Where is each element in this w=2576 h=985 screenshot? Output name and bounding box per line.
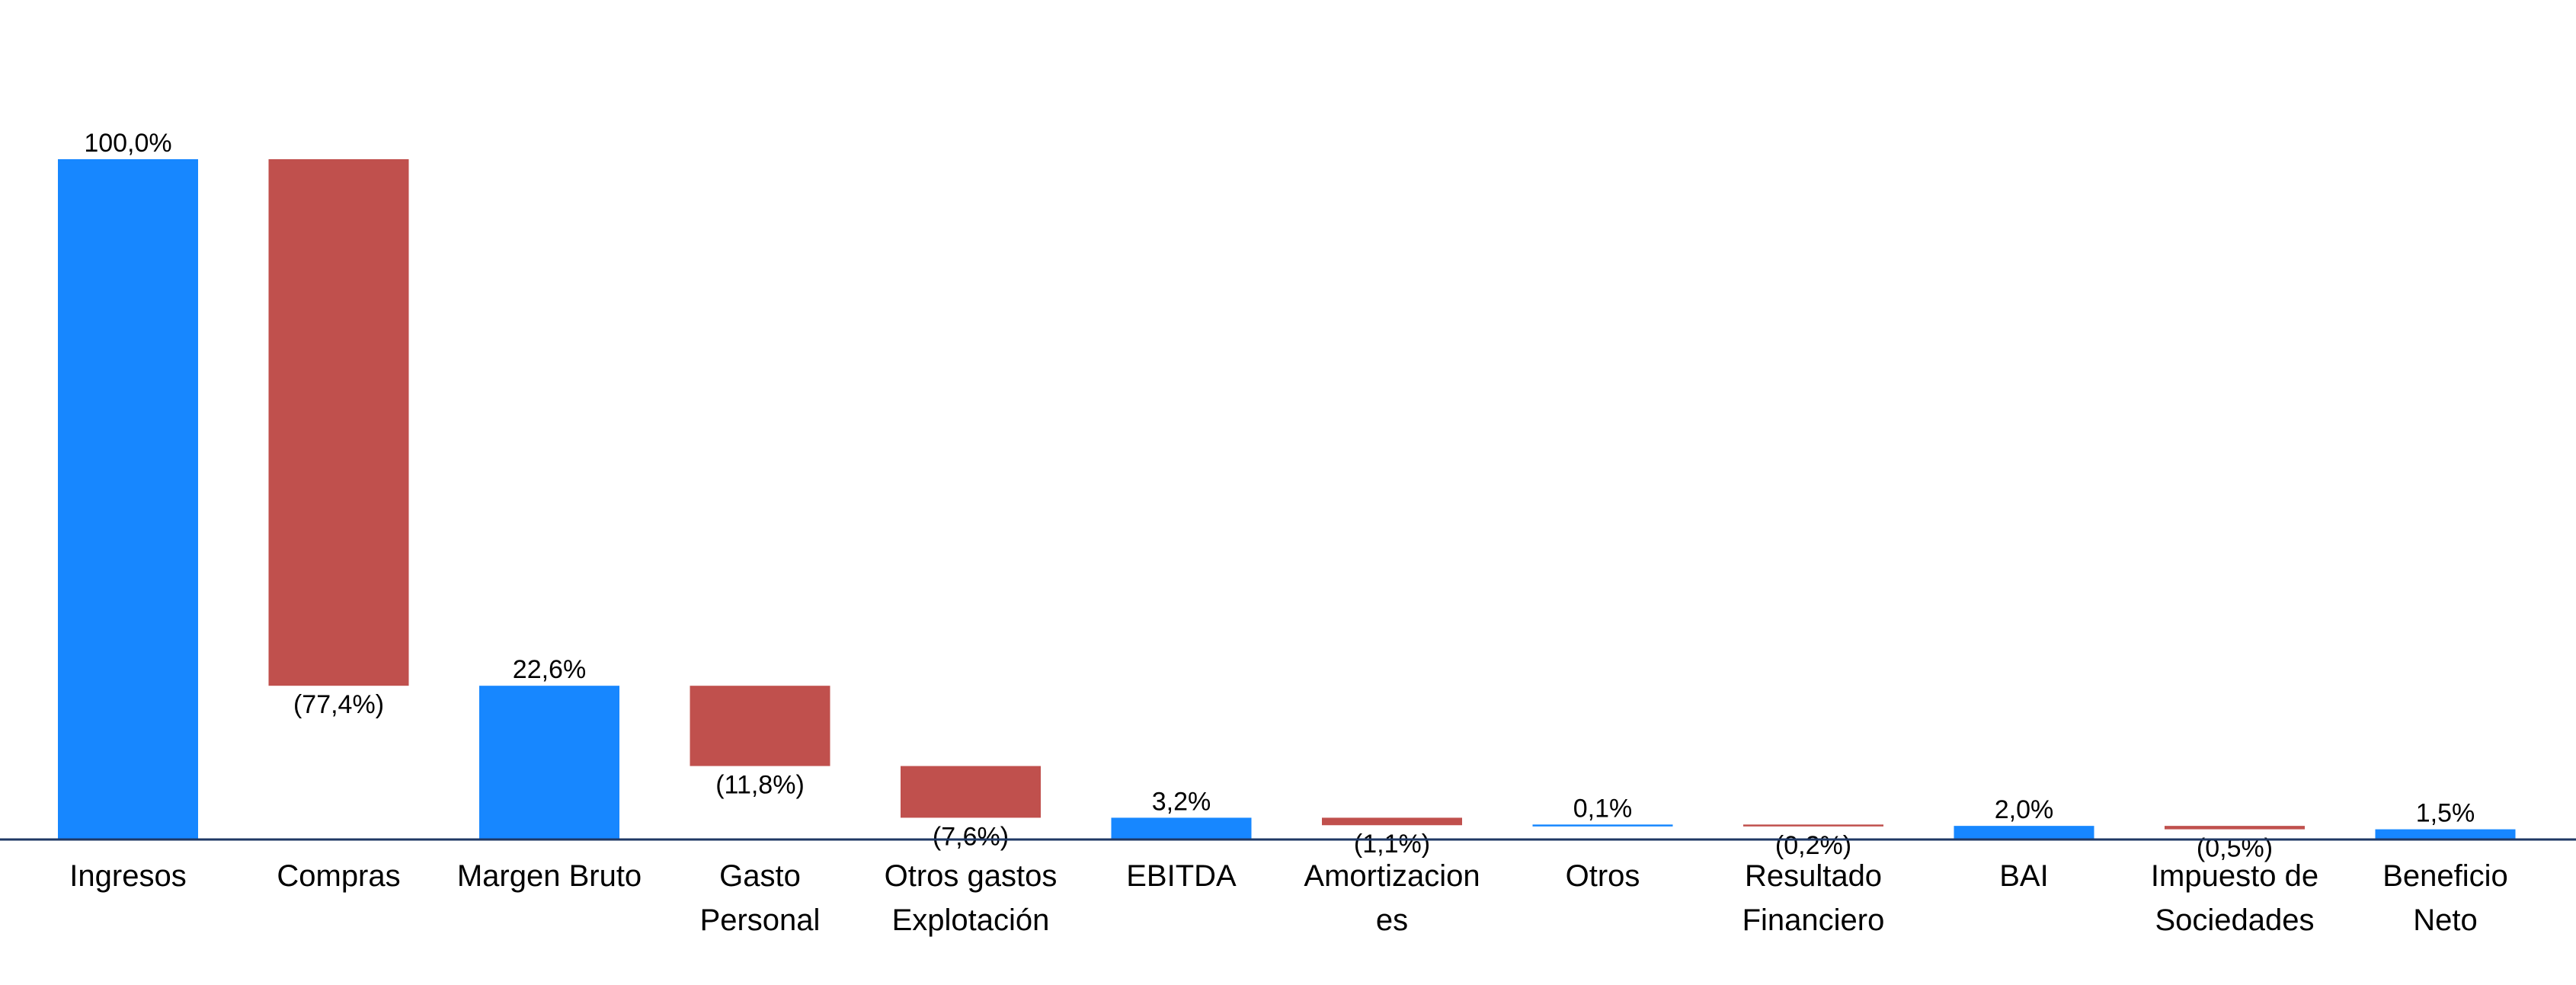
category-label-line: Neto — [2413, 903, 2478, 937]
value-label-9: (0,2%) — [1775, 831, 1851, 860]
value-label-7: (1,1%) — [1354, 830, 1430, 859]
category-labels-layer: Ingresos Compras Margen Bruto Gasto Personal… — [69, 859, 2507, 937]
bar-3 — [479, 686, 619, 839]
category-label-line: Gasto — [719, 859, 801, 893]
category-label-4: Gasto Personal — [700, 859, 821, 937]
category-label-line: Financiero — [1742, 903, 1885, 937]
category-label-12: Beneficio Neto — [2382, 859, 2508, 937]
category-label-9: Resultado Financiero — [1742, 859, 1885, 937]
category-label-line: Beneficio — [2382, 859, 2508, 893]
bar-12 — [2375, 829, 2516, 839]
value-label-12: 1,5% — [2416, 799, 2475, 828]
value-label-3: 22,6% — [513, 655, 586, 684]
category-label-6: EBITDA — [1126, 859, 1237, 893]
bar-9 — [1743, 824, 1883, 827]
category-label-line: BAI — [1999, 859, 2048, 893]
bar-5 — [901, 766, 1041, 818]
category-label-3: Margen Bruto — [457, 859, 642, 893]
category-label-line: Compras — [277, 859, 400, 893]
category-label-line: Otros — [1566, 859, 1640, 893]
bar-7 — [1322, 817, 1462, 826]
category-label-line: Ingresos — [69, 859, 186, 893]
category-label-11: Impuesto de Sociedades — [2151, 859, 2318, 937]
category-label-line: Resultado — [1745, 859, 1882, 893]
bars-layer — [58, 159, 2516, 839]
category-label-line: Explotación — [892, 903, 1050, 937]
bar-1 — [58, 159, 198, 839]
bar-2 — [268, 159, 409, 686]
value-label-2: (77,4%) — [293, 690, 384, 719]
bar-8 — [1532, 824, 1673, 827]
category-label-5: Otros gastos Explotación — [885, 859, 1058, 937]
value-label-8: 0,1% — [1573, 794, 1633, 823]
value-label-10: 2,0% — [1995, 795, 2054, 824]
category-label-line: Impuesto de — [2151, 859, 2318, 893]
category-label-7: Amortizacion es — [1304, 859, 1480, 937]
category-label-line: Sociedades — [2155, 903, 2314, 937]
bar-4 — [690, 686, 830, 766]
category-label-2: Compras — [277, 859, 400, 893]
category-label-line: Personal — [700, 903, 821, 937]
category-label-line: Otros gastos — [885, 859, 1058, 893]
category-label-line: Margen Bruto — [457, 859, 642, 893]
category-label-8: Otros — [1566, 859, 1640, 893]
bar-10 — [1954, 826, 2094, 839]
category-label-line: EBITDA — [1126, 859, 1237, 893]
category-label-1: Ingresos — [69, 859, 186, 893]
value-labels-layer: 100,0% (77,4%) 22,6% (11,8%) (7,6%) 3,2% (1,1%… — [84, 129, 2475, 863]
value-label-4: (11,8%) — [715, 771, 805, 800]
value-label-5: (7,6%) — [933, 822, 1009, 851]
category-label-line: es — [1376, 903, 1408, 937]
value-label-1: 100,0% — [84, 129, 171, 158]
bar-11 — [2165, 826, 2305, 830]
bar-6 — [1111, 817, 1252, 839]
category-label-10: BAI — [1999, 859, 2048, 893]
value-label-11: (0,5%) — [2197, 834, 2273, 863]
value-label-6: 3,2% — [1152, 787, 1211, 816]
category-label-line: Amortizacion — [1304, 859, 1480, 893]
